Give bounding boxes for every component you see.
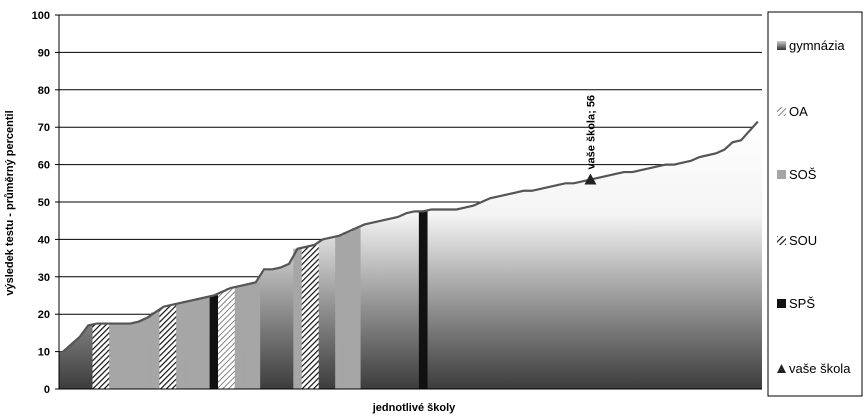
legend-label: vaše škola xyxy=(789,361,851,376)
school-bar xyxy=(301,246,311,389)
school-bar xyxy=(92,323,102,389)
legend-label: gymnázia xyxy=(789,38,845,53)
legend-swatch xyxy=(777,299,786,308)
school-bar xyxy=(351,228,361,389)
y-axis: 0 10 20 30 40 50 60 70 80 90 100 xyxy=(32,10,59,396)
school-bar xyxy=(117,323,127,389)
school-bar xyxy=(218,291,227,389)
legend-swatch xyxy=(777,41,786,50)
y-tick-label: 50 xyxy=(38,197,50,209)
legend-swatch xyxy=(777,170,786,179)
school-bar xyxy=(184,301,194,389)
school-bar xyxy=(159,306,169,389)
legend-swatch xyxy=(777,364,786,373)
school-bar xyxy=(125,323,135,389)
y-tick-label: 40 xyxy=(38,234,50,246)
result-line xyxy=(62,120,759,353)
school-bar xyxy=(134,321,143,389)
school-bar xyxy=(192,299,202,389)
y-tick-label: 30 xyxy=(38,272,50,284)
y-tick-label: 80 xyxy=(38,85,50,97)
school-bar xyxy=(310,245,319,389)
school-bar xyxy=(201,297,210,389)
x-axis-title: jednotlivé školy xyxy=(372,402,456,414)
school-bar xyxy=(209,295,219,389)
school-bar xyxy=(293,248,302,389)
y-tick-label: 60 xyxy=(38,160,50,172)
plot-area: vaše škola; 56 xyxy=(58,14,762,390)
school-bar xyxy=(335,235,344,389)
marker-triangle xyxy=(584,173,597,185)
y-axis-title: výsledek testu - průměrný percentil xyxy=(4,110,16,295)
school-bar xyxy=(109,323,118,389)
school-bar xyxy=(151,312,160,389)
legend-box xyxy=(767,11,863,397)
school-bar xyxy=(418,211,428,389)
school-bar xyxy=(234,286,244,389)
school-bar xyxy=(343,231,353,389)
y-tick-label: 100 xyxy=(32,10,50,22)
legend-label: SOŠ xyxy=(789,167,817,182)
legend-swatch xyxy=(777,107,786,116)
school-bar xyxy=(100,323,110,389)
marker-label: vaše škola; 56 xyxy=(585,95,597,170)
legend-label: SOU xyxy=(789,233,817,248)
school-bar xyxy=(251,282,261,389)
y-tick-label: 10 xyxy=(38,347,50,359)
y-tick-label: 70 xyxy=(38,122,50,134)
legend-label: SPŠ xyxy=(789,296,815,311)
legend-label: OA xyxy=(789,104,808,119)
school-bar xyxy=(167,304,177,389)
school-bar xyxy=(142,317,152,389)
school-bar xyxy=(226,288,236,389)
y-tick-label: 0 xyxy=(44,384,50,396)
legend-swatch xyxy=(777,236,786,245)
school-bar xyxy=(176,302,185,389)
y-tick-label: 20 xyxy=(38,309,50,321)
legend: gymnázia OA SOŠ SOU SPŠ vaše škola xyxy=(767,11,863,397)
school-bar xyxy=(243,284,252,389)
y-tick-label: 90 xyxy=(38,47,50,59)
